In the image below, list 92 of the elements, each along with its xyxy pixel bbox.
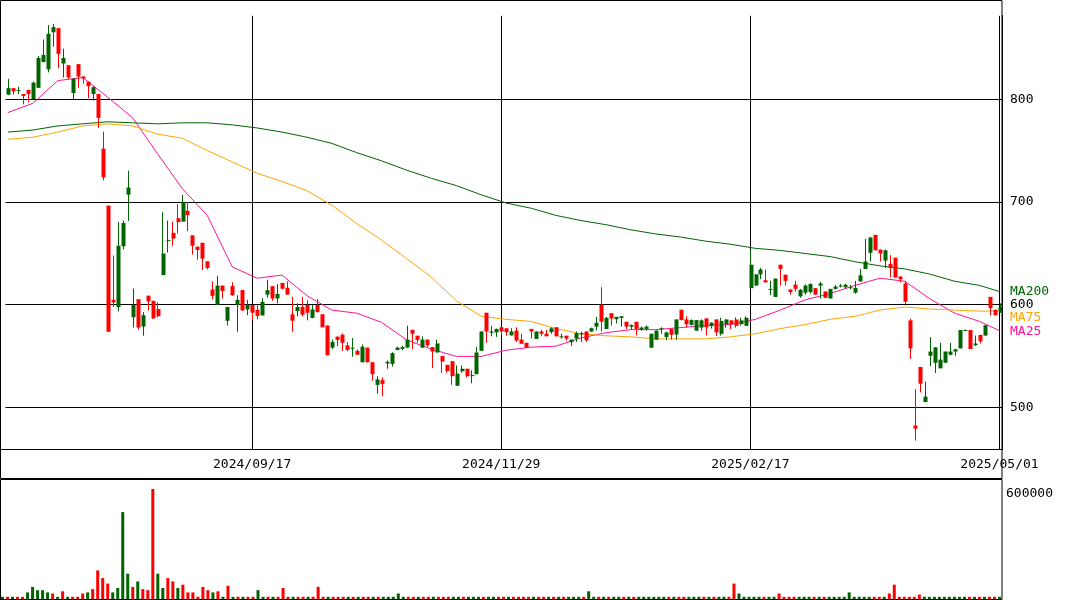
candlestick — [51, 23, 56, 48]
y-tick-label: 600 — [1010, 296, 1034, 312]
bar — [201, 586, 205, 599]
bar — [26, 592, 30, 599]
bar — [186, 592, 190, 599]
bar — [206, 590, 210, 599]
candlestick — [76, 63, 81, 89]
candlestick — [181, 194, 186, 223]
candlestick — [599, 286, 604, 332]
text: 600000 — [1006, 484, 1053, 500]
candlestick — [190, 234, 195, 256]
bar — [917, 594, 921, 599]
bar — [316, 586, 320, 599]
bar — [86, 592, 90, 599]
candlestick — [484, 312, 489, 344]
y-tick-label: 800 — [1010, 90, 1034, 106]
bar — [141, 589, 145, 599]
candlestick — [903, 280, 908, 305]
bar — [171, 581, 175, 599]
candlestick — [305, 299, 310, 321]
candlestick — [225, 306, 230, 327]
candlestick — [659, 326, 664, 335]
candlestick — [265, 279, 270, 299]
bar — [111, 592, 115, 599]
candlestick — [968, 329, 973, 350]
candlestick — [474, 346, 479, 375]
candlestick — [121, 220, 126, 250]
bar — [91, 589, 95, 599]
candlestick — [430, 346, 435, 369]
bar — [156, 573, 160, 599]
candlestick — [185, 201, 190, 232]
bar — [106, 583, 110, 599]
candlestick — [913, 388, 918, 442]
candlestick — [290, 296, 295, 333]
candlestick — [176, 203, 181, 234]
bar — [136, 581, 140, 599]
bar — [256, 590, 260, 599]
candlestick — [479, 330, 484, 352]
bar — [101, 578, 105, 599]
bar — [892, 584, 896, 599]
bar — [151, 489, 155, 599]
bar — [216, 591, 220, 599]
y-tick-label: 700 — [1010, 193, 1034, 209]
x-tick-label: 2025/05/01 — [960, 456, 1039, 472]
candlestick — [131, 287, 136, 329]
candlestick — [674, 318, 679, 341]
bar — [131, 586, 135, 599]
y-tick-label: 500 — [1010, 399, 1034, 415]
bar — [41, 590, 45, 599]
bar — [161, 588, 165, 599]
bar — [31, 586, 35, 599]
bar — [96, 570, 100, 599]
candlestick — [470, 369, 475, 384]
candlestick — [141, 311, 146, 337]
series-label: MA75 — [1010, 309, 1042, 325]
bar — [36, 590, 40, 599]
candlestick — [126, 170, 131, 222]
candlestick — [61, 48, 66, 79]
bar — [146, 590, 150, 599]
bar — [847, 592, 851, 599]
candlestick — [350, 337, 355, 358]
series-label: MA200 — [1010, 282, 1050, 298]
candlestick — [200, 242, 205, 271]
x-tick-label: 2025/02/17 — [711, 456, 790, 472]
candlestick — [868, 236, 873, 263]
bar — [587, 591, 591, 599]
candlestick — [96, 93, 101, 129]
candlestick — [215, 275, 220, 306]
bar — [116, 588, 120, 599]
candlestick — [380, 376, 385, 397]
bar — [211, 592, 215, 599]
bar — [166, 578, 170, 599]
candlestick — [863, 238, 868, 270]
series-label: MA25 — [1010, 323, 1042, 339]
bar — [181, 584, 185, 599]
candlestick — [405, 325, 410, 349]
bar — [126, 573, 130, 599]
bar — [176, 588, 180, 599]
x-tick-label: 2024/09/17 — [213, 456, 292, 472]
bar — [281, 588, 285, 599]
bar — [61, 591, 65, 599]
bar — [191, 592, 195, 599]
bar — [46, 592, 50, 599]
candlestick — [918, 366, 923, 393]
candlestick — [171, 221, 176, 247]
bar — [732, 583, 736, 599]
x-tick-label: 2024/11/29 — [462, 456, 541, 472]
candlestick — [619, 315, 624, 328]
candlestick — [235, 294, 240, 333]
bar — [121, 512, 125, 599]
candlestick — [370, 361, 375, 382]
bar — [226, 585, 230, 599]
